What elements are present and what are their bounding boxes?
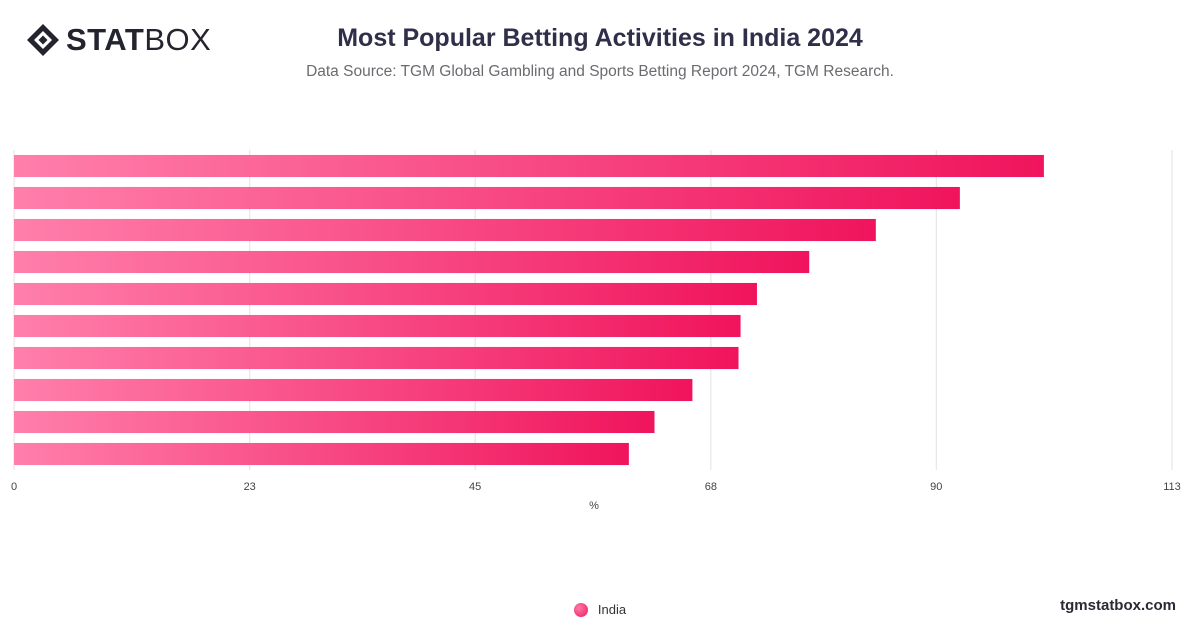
bars bbox=[14, 154, 1044, 466]
chart-legend[interactable]: India bbox=[0, 602, 1200, 617]
bar[interactable] bbox=[14, 442, 629, 466]
chart-title: Most Popular Betting Activities in India… bbox=[337, 24, 863, 52]
x-axis-label: % bbox=[589, 500, 599, 512]
legend-label-india: India bbox=[597, 602, 627, 617]
logo-text-strong: STAT bbox=[66, 22, 145, 57]
bar[interactable] bbox=[14, 186, 960, 210]
bar[interactable] bbox=[14, 218, 876, 242]
bar[interactable] bbox=[14, 250, 810, 274]
x-axis-ticks: 0 23 45 68 90 113 bbox=[11, 481, 1181, 493]
x-tick-label: 113 bbox=[1163, 481, 1181, 493]
x-tick-label: 68 bbox=[705, 481, 717, 493]
x-tick-label: 0 bbox=[11, 481, 17, 493]
bar[interactable] bbox=[14, 282, 757, 306]
legend-swatch-india bbox=[573, 602, 588, 617]
logo-text-light: BOX bbox=[144, 22, 212, 57]
logo-text: STATBOX bbox=[66, 22, 211, 58]
statbox-logo: STATBOX bbox=[26, 22, 211, 58]
bar[interactable] bbox=[14, 346, 739, 370]
bar[interactable] bbox=[14, 154, 1044, 178]
x-tick-label: 23 bbox=[244, 481, 256, 493]
logo-diamond-icon bbox=[27, 24, 59, 56]
x-tick-label: 90 bbox=[930, 481, 942, 493]
bar[interactable] bbox=[14, 378, 693, 402]
bar[interactable] bbox=[14, 410, 655, 434]
footer-site-url[interactable]: tgmstatbox.com bbox=[1060, 597, 1176, 614]
x-tick-label: 45 bbox=[469, 481, 481, 493]
chart-subtitle: Data Source: TGM Global Gambling and Spo… bbox=[306, 63, 894, 80]
bar[interactable] bbox=[14, 314, 741, 338]
